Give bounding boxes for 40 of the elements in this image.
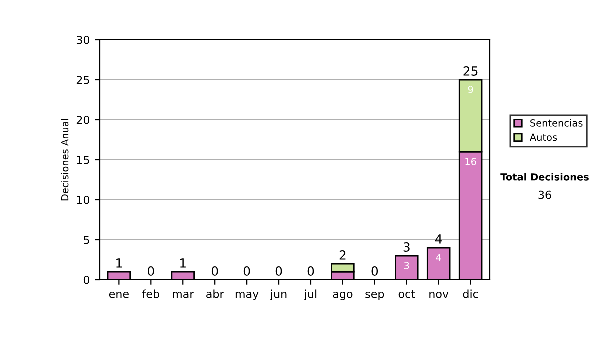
legend-label: Sentencias xyxy=(530,119,583,127)
total-label: 3 xyxy=(404,242,410,252)
x-tick-label: abr xyxy=(206,290,224,298)
total-label: 0 xyxy=(244,266,250,276)
x-tick-label: mar xyxy=(173,292,194,298)
legend-label: Autos xyxy=(530,134,558,142)
total-label: 25 xyxy=(464,66,478,76)
x-tick-label: feb xyxy=(142,290,160,298)
total-label: 0 xyxy=(372,266,378,276)
y-tick-label: 5 xyxy=(84,236,90,244)
x-tick-label: ago xyxy=(333,292,353,300)
y-tick-label: 30 xyxy=(76,36,90,44)
total-label: 1 xyxy=(180,258,186,268)
x-tick-label: oct xyxy=(398,290,416,298)
data-label: 16 xyxy=(466,158,476,166)
total-label: 1 xyxy=(116,258,122,268)
x-tick-label: sep xyxy=(366,292,384,300)
text: 36 xyxy=(538,190,552,200)
x-tick-label: jul xyxy=(304,290,317,300)
x-tick-label: nov xyxy=(430,292,449,298)
y-tick-label: 15 xyxy=(77,156,90,164)
total-label: 0 xyxy=(212,266,218,276)
y-tick-label: 10 xyxy=(77,196,90,204)
y-axis-title: Decisiones Anual xyxy=(61,119,69,201)
x-tick-label: may xyxy=(236,292,259,300)
x-tick-label: dic xyxy=(463,290,478,298)
y-tick-label: 20 xyxy=(76,116,90,124)
total-label: 0 xyxy=(276,266,282,276)
x-tick-label: ene xyxy=(109,292,129,298)
data-label: 9 xyxy=(468,86,474,94)
total-label: 2 xyxy=(340,250,346,260)
total-label: 0 xyxy=(148,266,154,276)
total-label: 0 xyxy=(308,266,314,276)
x-tick-label: jun xyxy=(270,290,287,300)
data-label: 3 xyxy=(404,262,410,270)
y-tick-label: 0 xyxy=(84,276,90,284)
text: Total Decisiones xyxy=(500,173,589,181)
y-tick-label: 25 xyxy=(76,76,90,84)
total-label: 4 xyxy=(435,234,442,244)
data-label: 4 xyxy=(436,254,442,262)
